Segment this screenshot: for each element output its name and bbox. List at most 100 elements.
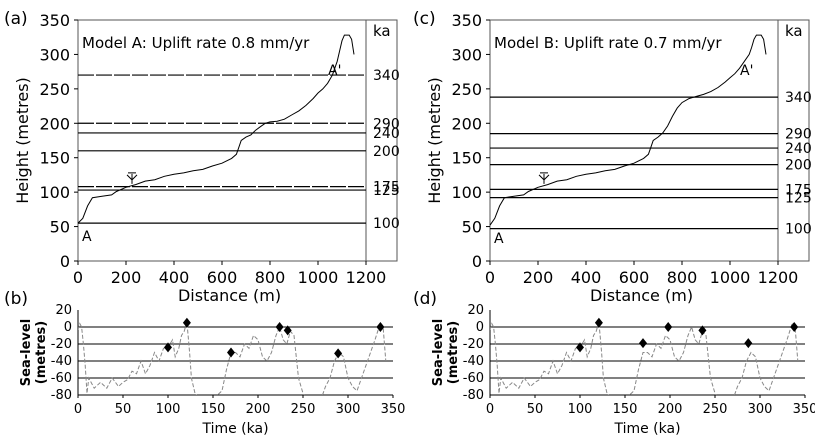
highstand-marker (698, 325, 707, 336)
shoreline-age-label: 340 (373, 68, 400, 84)
profile-start-label: A (82, 229, 92, 245)
shoreline-age-label: 200 (785, 158, 812, 174)
sealevel-panel-d: 200-20-40-60-800 50 100 150 200 250 300 350Time… (431, 303, 815, 437)
y-tick-label: 0 (60, 252, 70, 271)
x-tick-label: 1000 (710, 268, 751, 287)
chart-title: Model A: Uplift rate 0.8 mm/yr (82, 34, 310, 52)
sea-level-curve (78, 321, 387, 395)
y-axis-label: Height (metres) (13, 77, 32, 204)
x-tick-label: 250 (703, 402, 728, 417)
y-tick-label: 50 (50, 218, 70, 237)
panel-letter-a: (a) (4, 9, 28, 29)
y-tick-label: -80 (51, 388, 72, 403)
shoreline-age-label: 290 (373, 116, 400, 132)
x-tick-label: 0 (485, 268, 495, 287)
panel-letter-c: (c) (413, 9, 436, 29)
highstand-marker (182, 317, 191, 328)
x-tick-label: 600 (207, 268, 238, 287)
x-tick-label: 200 (658, 402, 683, 417)
y-tick-label: 250 (451, 80, 482, 99)
sealevel-panel-b: 200-20-40-60-800 50 100 150 200 250 300 350Time… (19, 303, 405, 437)
panel-letter-b: (b) (4, 289, 28, 309)
highstand-marker (744, 338, 753, 349)
x-axis-label: Distance (m) (590, 286, 693, 305)
highstand-marker (576, 342, 584, 353)
plot-frame (77, 19, 367, 262)
ka-label-column (365, 19, 398, 262)
x-tick-label: 200 (111, 268, 142, 287)
y-tick-label: 300 (39, 45, 70, 64)
x-tick-label: 300 (748, 402, 773, 417)
y-tick-label: 50 (462, 218, 482, 237)
y-tick-label: -20 (51, 337, 72, 352)
y-tick-label: 20 (55, 303, 72, 318)
x-tick-label: 150 (201, 402, 226, 417)
y-axis-label-line1: Sea-level (19, 319, 34, 386)
x-tick-label: 0 (486, 402, 494, 417)
highstand-marker (275, 322, 284, 332)
chart-title: Model B: Uplift rate 0.7 mm/yr (494, 34, 722, 52)
x-tick-label: 0 (74, 402, 82, 417)
x-tick-label: 100 (156, 402, 181, 417)
x-tick-label: 100 (568, 402, 593, 417)
y-axis-label-line1: Sea-level (431, 319, 446, 386)
x-tick-label: 150 (613, 402, 638, 417)
y-tick-label: 100 (451, 183, 482, 202)
sea-level-marker-icon (126, 172, 138, 184)
highstand-marker (639, 338, 647, 349)
y-tick-label: -40 (463, 354, 484, 369)
y-tick-label: -60 (463, 371, 484, 386)
y-tick-label: 200 (39, 114, 70, 133)
highstand-marker (790, 322, 799, 332)
plot-frame (489, 19, 779, 262)
x-tick-label: 50 (527, 402, 544, 417)
x-tick-label: 200 (523, 268, 554, 287)
shoreline-age-label: 340 (785, 90, 812, 106)
panel-letter-d: (d) (413, 289, 437, 309)
highstand-marker (334, 348, 343, 359)
x-axis-label: Distance (m) (178, 286, 281, 305)
y-tick-label: 150 (451, 149, 482, 168)
y-axis-label-line2: (metres) (446, 321, 461, 384)
profile-panel-a: 0 50 100 150 200 250 300 350 0 200 400 600 800 1000 12… (13, 11, 400, 305)
shoreline-age-label: 100 (373, 216, 400, 232)
x-tick-label: 350 (381, 402, 406, 417)
shoreline-age-label: 100 (785, 222, 812, 238)
y-tick-label: 350 (451, 11, 482, 30)
y-tick-label: 0 (64, 320, 72, 335)
x-tick-label: 1200 (758, 268, 799, 287)
y-tick-label: 100 (39, 183, 70, 202)
y-tick-label: 350 (39, 11, 70, 30)
shoreline-age-label: 290 (785, 127, 812, 143)
x-tick-label: 800 (667, 268, 698, 287)
y-axis-label-line2: (metres) (34, 321, 49, 384)
profile-end-label: A' (740, 63, 753, 79)
shoreline-age-label: 240 (785, 141, 812, 157)
sea-level-curve (490, 321, 799, 395)
x-tick-label: 300 (336, 402, 361, 417)
sea-level-marker-icon (538, 172, 550, 184)
x-tick-label: 0 (73, 268, 83, 287)
y-tick-label: 150 (39, 149, 70, 168)
highstand-marker (664, 322, 673, 332)
y-tick-label: 20 (467, 303, 484, 318)
y-tick-label: -80 (463, 388, 484, 403)
ka-header: ka (785, 22, 803, 40)
x-tick-label: 600 (619, 268, 650, 287)
topographic-profile-line (77, 34, 355, 224)
y-tick-label: 250 (39, 80, 70, 99)
topographic-profile-line (489, 34, 767, 226)
ka-header: ka (373, 22, 391, 40)
shoreline-age-label: 200 (373, 144, 400, 160)
x-tick-label: 400 (159, 268, 190, 287)
highstand-marker (283, 325, 292, 336)
x-tick-label: 350 (793, 402, 815, 417)
y-tick-label: 200 (451, 114, 482, 133)
x-axis-label: Time (ka) (201, 421, 268, 437)
x-tick-label: 50 (115, 402, 132, 417)
profile-panel-c: 0 50 100 150 200 250 300 350 0 200 400 600 800 1000 12… (425, 11, 812, 305)
y-tick-label: 0 (472, 252, 482, 271)
x-tick-label: 1000 (298, 268, 339, 287)
y-tick-label: 0 (476, 320, 484, 335)
